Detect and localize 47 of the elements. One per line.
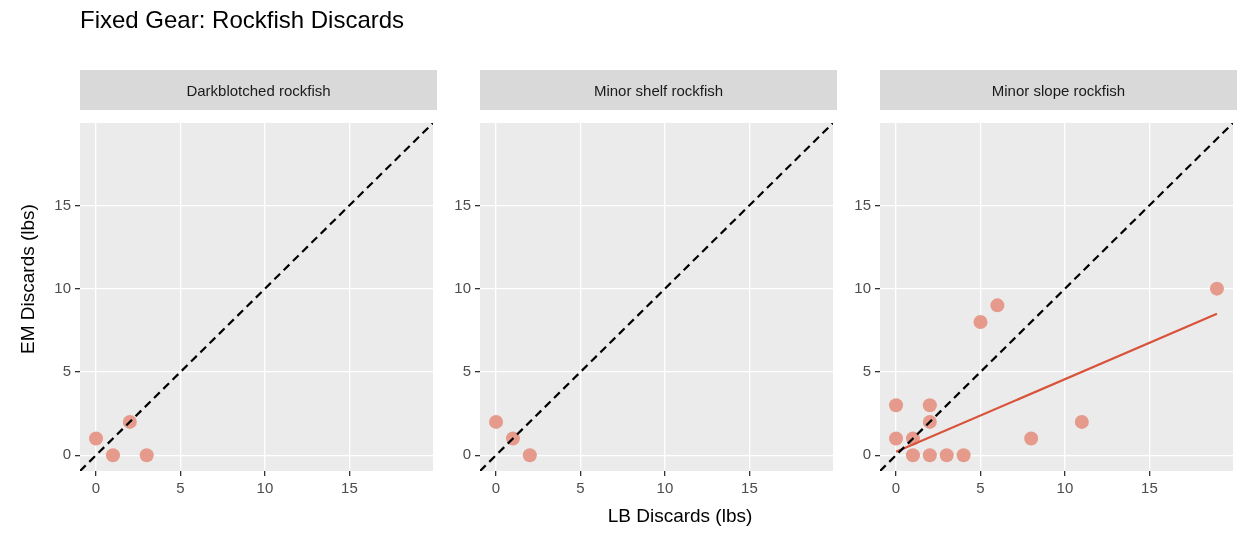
y-tick-label: 0 [62, 445, 71, 463]
x-tick-label: 5 [176, 479, 185, 497]
y-tick-label: 15 [854, 195, 871, 213]
x-tick-label: 0 [91, 479, 101, 497]
x-tick-label: 15 [1141, 479, 1158, 497]
y-tick-label: 15 [454, 195, 471, 213]
y-tick-label: 10 [854, 278, 871, 296]
x-tick-label: 15 [341, 479, 358, 497]
text: Fixed Gear: Rockfish Discards [80, 6, 405, 34]
y-tick-label: 5 [462, 362, 471, 380]
y-axis-title: EM Discards (lbs) [17, 203, 39, 356]
point [89, 431, 104, 446]
point [956, 448, 971, 463]
x-tick-label: 15 [741, 479, 758, 497]
point [889, 431, 904, 446]
y-tick-label: 10 [54, 278, 71, 296]
y-tick-label: 0 [462, 445, 471, 463]
point [1024, 431, 1039, 446]
y-tick-label: 5 [62, 362, 71, 380]
point [889, 398, 904, 413]
point [973, 314, 988, 329]
chart-title: Darkblotched rockfish [80, 70, 437, 110]
point [105, 448, 120, 463]
chart-title: Minor shelf rockfish [480, 70, 837, 110]
y-tick-label: 0 [862, 445, 871, 463]
point [990, 298, 1005, 313]
point [139, 448, 154, 463]
x-tick-label: 0 [491, 479, 501, 497]
x-tick-label: 10 [656, 479, 674, 497]
point [922, 448, 937, 463]
point [522, 448, 537, 463]
point [1074, 414, 1089, 429]
point [905, 448, 920, 463]
x-axis-title: LB Discards (lbs) [606, 505, 754, 527]
x-tick-label: 0 [891, 479, 901, 497]
point [939, 448, 954, 463]
point [489, 414, 504, 429]
x-tick-label: 10 [1056, 479, 1074, 497]
x-tick-label: 5 [576, 479, 585, 497]
point [922, 398, 937, 413]
chart-title: Minor slope rockfish [880, 70, 1237, 110]
x-tick-label: 5 [976, 479, 985, 497]
y-tick-label: 5 [862, 362, 871, 380]
y-tick-label: 10 [454, 278, 471, 296]
x-tick-label: 10 [256, 479, 274, 497]
point [1209, 281, 1224, 296]
y-tick-label: 15 [54, 195, 71, 213]
